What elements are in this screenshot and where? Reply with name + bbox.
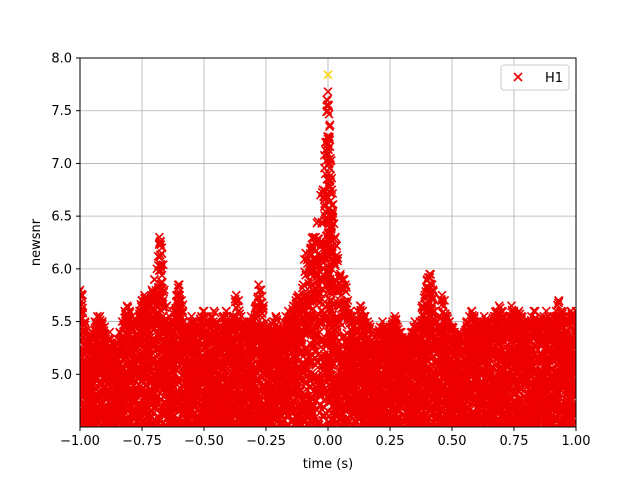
data-point-10-35 (100, 427, 108, 435)
data-point-116-11 (357, 427, 365, 435)
data-point-13-9 (109, 427, 117, 435)
data-point-12-0 (106, 427, 114, 435)
data-point-14-31 (110, 427, 118, 435)
data-point-110-35 (341, 428, 349, 436)
data-point-111-22 (343, 428, 351, 436)
data-point-87-38 (291, 427, 299, 435)
data-point-14-21 (112, 428, 120, 436)
data-point-114-19 (351, 427, 359, 435)
data-point-118-17 (360, 428, 368, 436)
data-point-11-8 (103, 427, 111, 435)
data-point-10-6 (100, 426, 108, 434)
data-point-85-16 (286, 428, 294, 436)
data-point-115-6 (352, 427, 360, 435)
data-point-13-0 (109, 427, 117, 435)
data-point-12-32 (106, 428, 114, 436)
data-point-9-25 (100, 427, 108, 435)
data-points (75, 71, 582, 436)
data-point-10-13 (102, 427, 110, 435)
data-point-116-3 (356, 428, 364, 436)
data-point-85-2 (286, 427, 294, 435)
data-point-40-24 (174, 427, 182, 435)
data-point-60-5 (225, 427, 233, 435)
data-point-113-22 (350, 426, 358, 434)
data-point-30-36 (150, 276, 158, 284)
data-point-38-37 (171, 428, 179, 436)
data-point-110-5 (342, 427, 350, 435)
data-point-39-9 (172, 428, 180, 436)
data-point-115-11 (353, 427, 361, 435)
data-point-116-38 (356, 426, 364, 434)
data-point-90-8 (298, 428, 306, 436)
data-point-118-15 (362, 428, 370, 436)
data-point-15-1 (112, 426, 120, 434)
data-point-115-26 (354, 427, 362, 435)
data-point-106-26 (333, 242, 341, 250)
data-point-88-37 (295, 427, 303, 435)
